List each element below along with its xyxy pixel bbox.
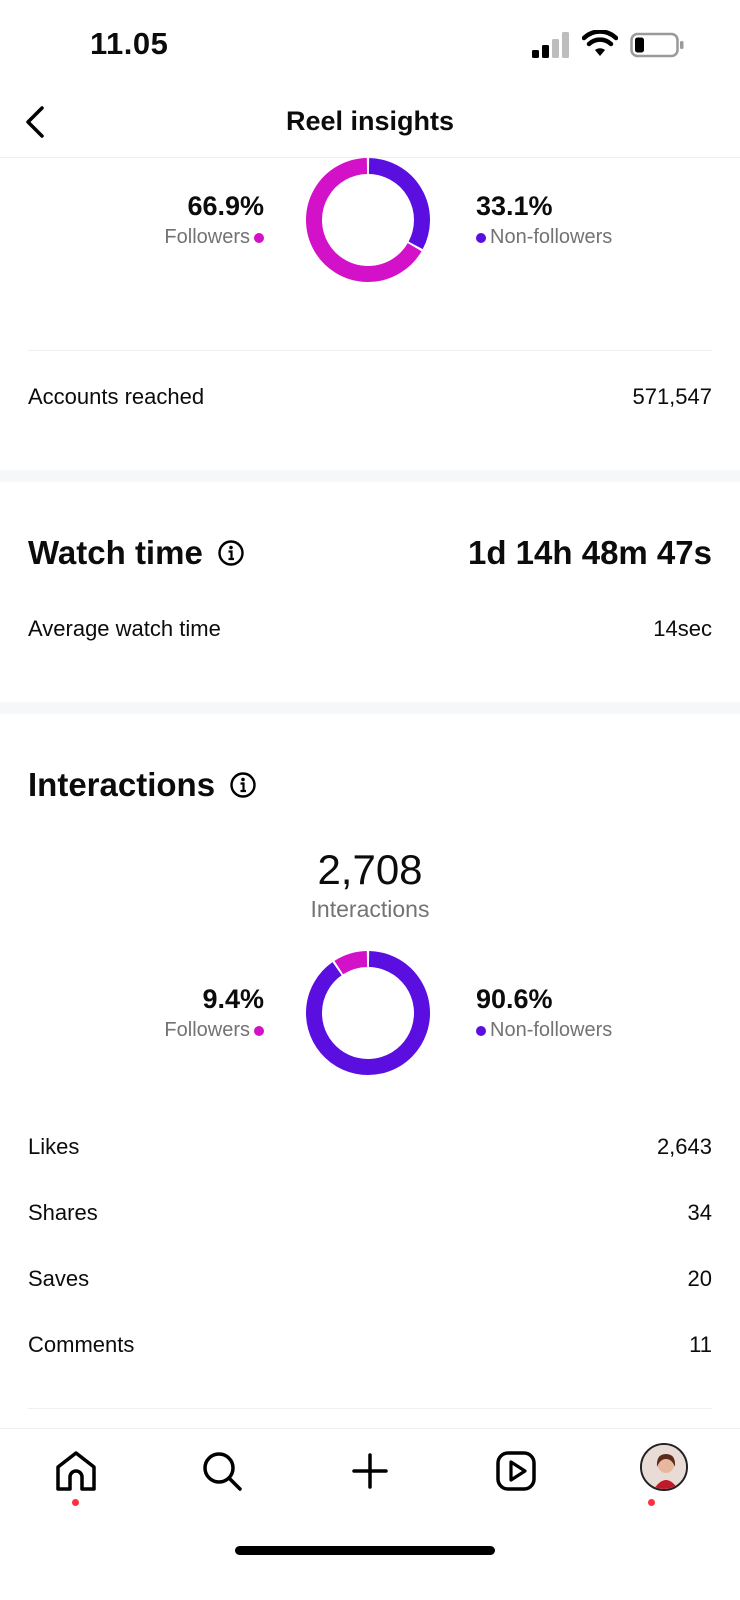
create-icon[interactable] [346,1447,394,1495]
watch-time-heading: Watch time [28,534,245,572]
reels-icon[interactable] [492,1447,540,1495]
divider [28,350,712,351]
interactions-title: Interactions [28,766,216,803]
reach-followers-pct: 66.9% [187,191,264,221]
interactions-non-followers-label: Non-followers [490,1019,613,1041]
interaction-row-value: 34 [687,1200,712,1225]
section-separator [0,470,740,482]
interactions-donut-chart [306,951,430,1075]
status-time: 11.05 [90,26,169,61]
watch-time-total: 1d 14h 48m 47s [468,534,712,571]
page-title: Reel insights [285,106,455,136]
home-notification-dot [72,1499,79,1506]
average-watch-time-value: 14sec [653,616,712,641]
reach-followers-legend: 66.9% Followers [164,191,264,249]
watch-time-title: Watch time [28,534,203,571]
status-bar: 11.05 [0,0,740,90]
followers-color-dot [254,1025,264,1036]
interaction-row-label: Shares [28,1200,98,1225]
interaction-row-label: Likes [28,1134,80,1159]
interactions-non-followers-legend: 90.6% Non-followers [476,984,612,1042]
nav-header: Reel insights [0,90,740,158]
home-icon[interactable] [52,1447,100,1495]
battery-icon [630,32,684,58]
reach-non-followers-pct: 33.1% [476,191,553,221]
interactions-followers-legend: 9.4% Followers [164,984,264,1042]
home-indicator [235,1546,495,1555]
section-separator [0,702,740,714]
accounts-reached-row: Accounts reached 571,547 [28,384,712,410]
profile-notification-dot [648,1499,655,1506]
reach-followers-arc [306,158,422,282]
interaction-row-value: 2,643 [656,1134,712,1159]
accounts-reached-label: Accounts reached [28,384,205,409]
interactions-heading: Interactions [28,766,257,804]
reach-followers-label: Followers [164,226,250,248]
reach-donut-chart [306,158,430,282]
accounts-reached-value: 571,547 [632,384,712,409]
non-followers-color-dot [476,232,486,243]
interaction-row-value: 20 [687,1266,712,1291]
bottom-tab-bar [0,1428,740,1600]
interactions-non-followers-pct: 90.6% [476,984,553,1014]
reach-non-followers-label: Non-followers [490,226,613,248]
avatar-image [642,1445,686,1489]
interactions-total-label: Interactions [310,896,430,922]
non-followers-color-dot [476,1025,486,1036]
interaction-row-shares: Shares 34 [28,1200,712,1226]
cellular-signal-icon [532,32,569,58]
profile-avatar[interactable] [640,1443,688,1491]
followers-color-dot [254,232,264,243]
interactions-followers-label: Followers [164,1019,250,1041]
interaction-row-saves: Saves 20 [28,1266,712,1292]
interaction-row-label: Comments [28,1332,135,1357]
wifi-icon [582,30,618,56]
reach-donut-block: 66.9% Followers 33.1% Non-followers [0,155,740,295]
average-watch-time-row: Average watch time 14sec [28,616,712,642]
back-arrow-icon[interactable] [18,100,58,144]
interactions-donut-block: 9.4% Followers 90.6% Non-followers [0,948,740,1088]
interaction-row-value: 11 [689,1332,712,1357]
search-icon[interactable] [198,1447,246,1495]
divider [28,1408,712,1409]
interactions-followers-pct: 9.4% [202,984,264,1014]
interactions-total: 2,708 [317,846,423,893]
interactions-non-followers-arc [306,951,430,1075]
interaction-row-likes: Likes 2,643 [28,1134,712,1160]
info-icon[interactable] [217,539,245,567]
interaction-row-comments: Comments 11 [28,1332,712,1358]
reach-non-followers-legend: 33.1% Non-followers [476,191,612,249]
average-watch-time-label: Average watch time [28,616,221,641]
reach-non-followers-arc [368,158,430,250]
interaction-row-label: Saves [28,1266,90,1291]
interactions-followers-arc [334,951,368,975]
info-icon[interactable] [229,771,257,799]
